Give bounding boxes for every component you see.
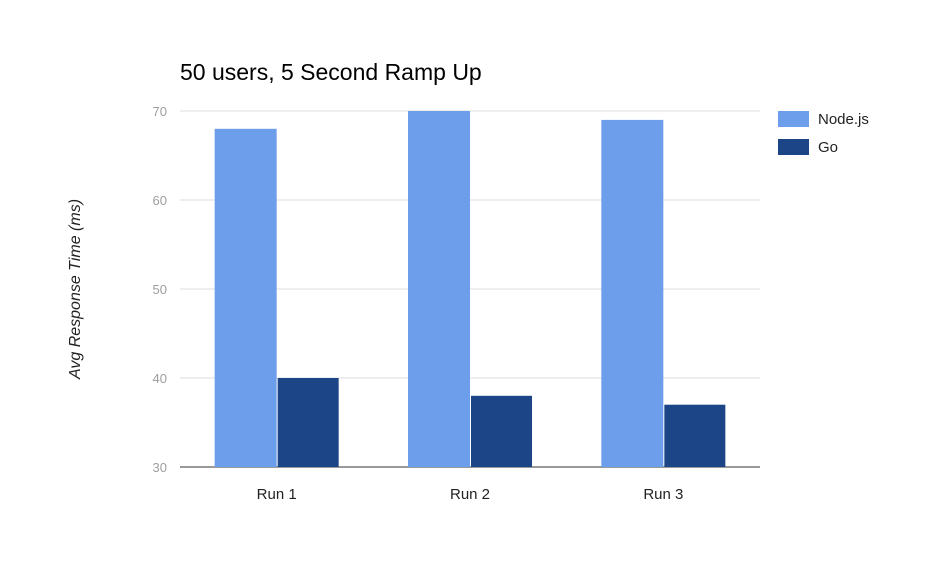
legend: Node.js Go	[778, 111, 869, 156]
bar-node-js-run-2	[408, 111, 470, 467]
legend-label: Node.js	[818, 111, 869, 128]
x-tick-label: Run 1	[257, 486, 297, 503]
x-axis-ticks: Run 1 Run 2 Run 3	[257, 486, 684, 503]
y-tick-label: 30	[153, 460, 167, 475]
y-axis-label: Avg Response Time (ms)	[67, 199, 84, 380]
bar-node-js-run-1	[214, 128, 277, 468]
bar-go-run-1	[277, 378, 339, 467]
bar-go-run-3	[664, 404, 726, 467]
bar-node-js-run-3	[601, 119, 664, 468]
y-tick-label: 60	[153, 193, 167, 208]
legend-label: Go	[818, 139, 838, 156]
y-tick-label: 50	[153, 282, 167, 297]
x-tick-label: Run 2	[450, 486, 490, 503]
legend-swatch	[778, 111, 809, 127]
y-tick-label: 70	[153, 104, 167, 119]
legend-swatch	[778, 139, 809, 155]
x-tick-label: Run 3	[643, 486, 683, 503]
y-axis-ticks: 30 40 50 60 70	[153, 104, 167, 475]
bars	[214, 111, 726, 468]
bar-go-run-2	[471, 395, 532, 467]
chart-title: 50 users, 5 Second Ramp Up	[180, 59, 482, 85]
y-tick-label: 40	[153, 371, 167, 386]
